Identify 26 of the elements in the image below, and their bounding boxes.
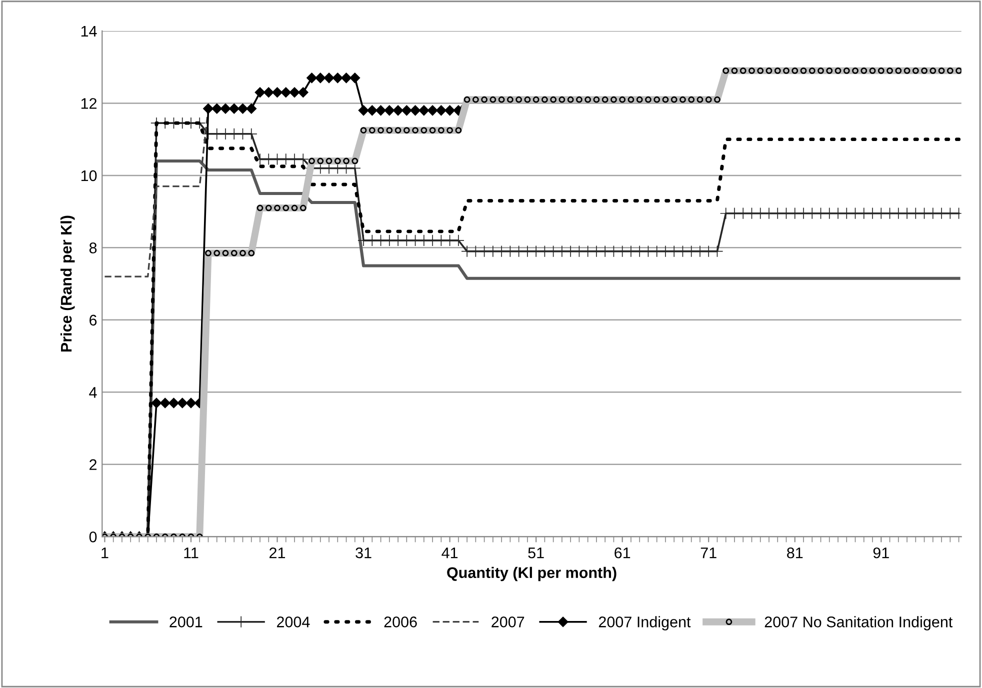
y-tick-label: 0 (89, 532, 97, 542)
x-tick-label: 31 (356, 547, 372, 558)
y-tick-label: 12 (81, 98, 96, 109)
legend-label: 2007 No Sanitation Indigent (764, 616, 953, 630)
x-tick-label: 81 (787, 547, 803, 558)
y-tick-label: 4 (89, 387, 97, 398)
y-tick-label: 2 (90, 459, 96, 470)
legend-label: 2004 (276, 616, 310, 628)
x-tick-label: 61 (614, 547, 630, 558)
x-tick-label: 51 (528, 548, 544, 558)
x-tick-label: 91 (873, 547, 889, 558)
y-tick-label: 10 (81, 170, 97, 182)
x-tick-label: 41 (442, 548, 458, 558)
x-tick-label: 21 (270, 547, 286, 558)
legend-label: 2007 (492, 616, 524, 628)
y-tick-label: 8 (89, 242, 97, 254)
legend-label: 2006 (384, 616, 417, 628)
x-tick-label: 11 (184, 548, 198, 558)
x-tick-label: 71 (700, 548, 716, 558)
y-tick-label: 6 (90, 314, 97, 326)
x-tick-label: 1 (102, 548, 108, 558)
x-axis-title: Quantity (Kl per month) (447, 566, 616, 582)
y-tick-label: 14 (81, 26, 97, 36)
legend-label: 2001 (170, 616, 202, 628)
y-axis-title: Price (Rand per Kl) (60, 216, 75, 352)
legend-label: 2007 Indigent (598, 616, 691, 630)
